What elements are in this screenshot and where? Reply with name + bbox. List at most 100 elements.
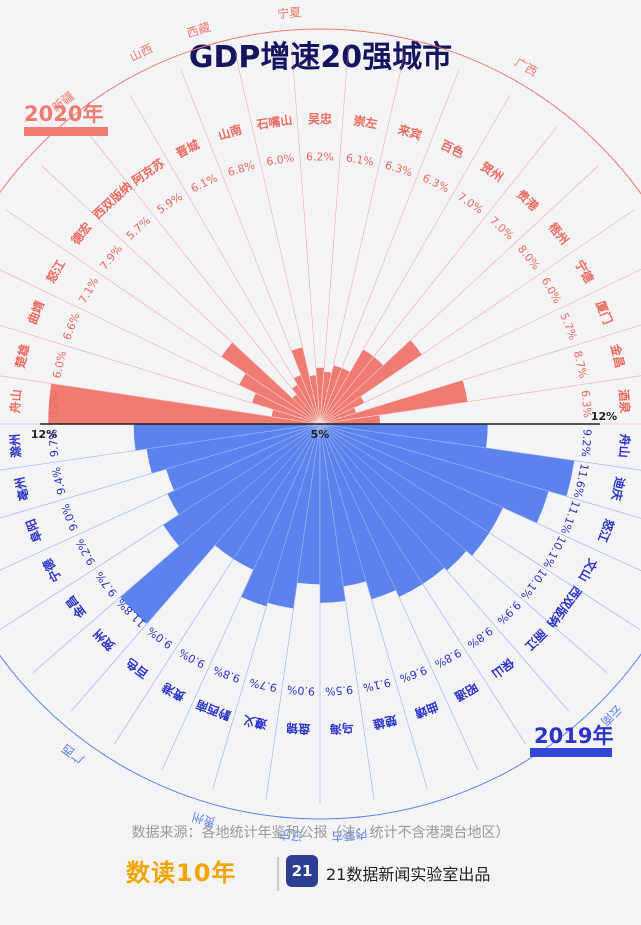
brand-divider	[277, 857, 279, 891]
top-city-label: 酒泉	[616, 389, 633, 415]
bottom-guide-line	[161, 423, 321, 770]
bottom-province-arc	[319, 814, 377, 820]
bottom-city-label: 遵义	[241, 712, 269, 732]
top-value-label: 5.9%	[154, 190, 184, 216]
top-guide-line	[319, 209, 635, 425]
bottom-value-label: 9.8%	[433, 646, 464, 671]
bottom-value-label: 9.7%	[46, 429, 61, 458]
top-city-label: 阿克苏	[129, 155, 167, 188]
bottom-value-label: 9.1%	[362, 676, 392, 695]
top-province-arc	[30, 81, 123, 156]
bottom-guide-line	[265, 423, 321, 801]
bottom-city-label: 金昌	[62, 593, 89, 622]
bottom-guide-line	[114, 423, 321, 744]
bottom-value-label: 9.7%	[248, 676, 278, 695]
bottom-value-label: 9.4%	[50, 466, 69, 496]
top-city-label: 贵港	[514, 186, 543, 214]
top-province-label: 宁夏	[277, 4, 302, 21]
bottom-city-label: 舟山	[616, 433, 633, 458]
top-city-label: 来宾	[395, 121, 423, 143]
bottom-city-label: 昭通	[452, 680, 480, 705]
bottom-city-label: 滁州	[7, 433, 24, 458]
bottom-city-label: 乌海	[329, 720, 354, 737]
bottom-guide-line	[319, 423, 526, 744]
top-guide-line	[319, 70, 460, 425]
top-value-label: 6.0%	[50, 350, 69, 380]
brand-logo: 数读10年	[126, 859, 237, 887]
bottom-value-label: 9.0%	[177, 646, 208, 671]
bottom-value-label: 9.2%	[73, 537, 98, 568]
top-value-label: 6.2%	[306, 151, 334, 164]
bottom-guide-line	[319, 423, 570, 712]
top-province-arc	[231, 28, 350, 40]
top-value-label: 6.3%	[420, 171, 451, 195]
bottom-guide-line	[319, 423, 640, 630]
top-guide-line	[291, 45, 321, 425]
top-city-label: 德宏	[68, 219, 95, 247]
bottom-city-label: 亳州	[12, 476, 32, 503]
bottom-value-label: 9.8%	[465, 624, 495, 651]
top-value-label: 8.0%	[515, 243, 543, 273]
bottom-province-label: 广西	[59, 741, 87, 767]
bottom-value-label: 9.0%	[287, 683, 316, 698]
top-value-label: 6.3%	[383, 159, 414, 180]
top-value-label: 8.7%	[571, 350, 590, 380]
bottom-value-label: 9.2%	[579, 429, 594, 458]
bottom-guide-line	[0, 423, 321, 519]
top-value-label: 7.9%	[98, 243, 126, 273]
bottom-guide-line	[0, 423, 321, 471]
bottom-value-label: 10.1%	[540, 534, 568, 571]
bottom-guide-line	[319, 423, 479, 770]
top-province-label: 广西	[512, 55, 540, 79]
brand-badge: 21	[286, 855, 318, 887]
bottom-province-arc	[263, 814, 321, 820]
bottom-guide-line	[319, 423, 641, 571]
bottom-guide-line	[0, 423, 321, 571]
top-value-label: 6.8%	[226, 159, 257, 180]
axis-max-label-right: 12%	[591, 410, 617, 423]
top-guide-line	[319, 45, 349, 425]
bottom-guide-line	[70, 423, 321, 712]
bottom-province-arc	[21, 682, 157, 784]
bottom-value-label: 9.9%	[494, 598, 523, 627]
top-city-label: 宁德	[572, 257, 597, 285]
bottom-city-label: 黔西南	[194, 697, 233, 724]
bottom-city-label: 曲靖	[413, 699, 441, 721]
bottom-guide-line	[32, 423, 321, 674]
top-city-label: 崇左	[353, 113, 379, 131]
bottom-city-label: 贺州	[90, 626, 118, 654]
top-guide-line	[319, 269, 641, 425]
bottom-value-label: 9.7%	[93, 569, 120, 599]
bottom-province-label: 甘肃	[0, 657, 3, 685]
top-value-label: 6.0%	[539, 275, 564, 306]
bottom-province-arc	[376, 653, 641, 816]
bottom-city-label: 丽江	[522, 626, 550, 654]
top-guide-line	[319, 53, 405, 425]
bottom-city-label: 保山	[489, 655, 518, 682]
year-underline-2019	[530, 748, 612, 757]
top-guide-line	[82, 126, 321, 425]
bottom-city-label: 迪庆	[609, 476, 629, 503]
source-note: 数据来源：各地统计年鉴和公报（注：统计不含港澳台地区）	[131, 825, 510, 841]
bottom-city-label: 楚雄	[372, 712, 400, 732]
axis-min-label: 5%	[311, 428, 330, 441]
bottom-value-label: 10.1%	[518, 566, 549, 602]
top-guide-line	[319, 375, 641, 425]
brand-text: 21数据新闻实验室出品	[326, 865, 491, 884]
top-province-arc	[349, 29, 641, 195]
top-city-label: 厦门	[593, 299, 616, 327]
bottom-value-label: 9.6%	[398, 663, 429, 685]
bottom-guide-line	[319, 423, 428, 789]
bottom-guide-line	[319, 423, 375, 801]
top-city-label: 西双版纳	[89, 178, 134, 222]
bottom-city-label: 贵港	[159, 679, 188, 704]
top-province-label: 西藏	[185, 20, 212, 40]
bottom-city-label: 盘锦	[286, 720, 311, 737]
bottom-city-label: 怒江	[595, 517, 617, 545]
top-city-label: 舟山	[7, 389, 24, 414]
top-guide-line	[235, 53, 321, 425]
top-value-label: 6.6%	[60, 311, 82, 342]
top-province-label: 山西	[127, 41, 155, 64]
bottom-province-label: 辽宁	[278, 827, 303, 844]
